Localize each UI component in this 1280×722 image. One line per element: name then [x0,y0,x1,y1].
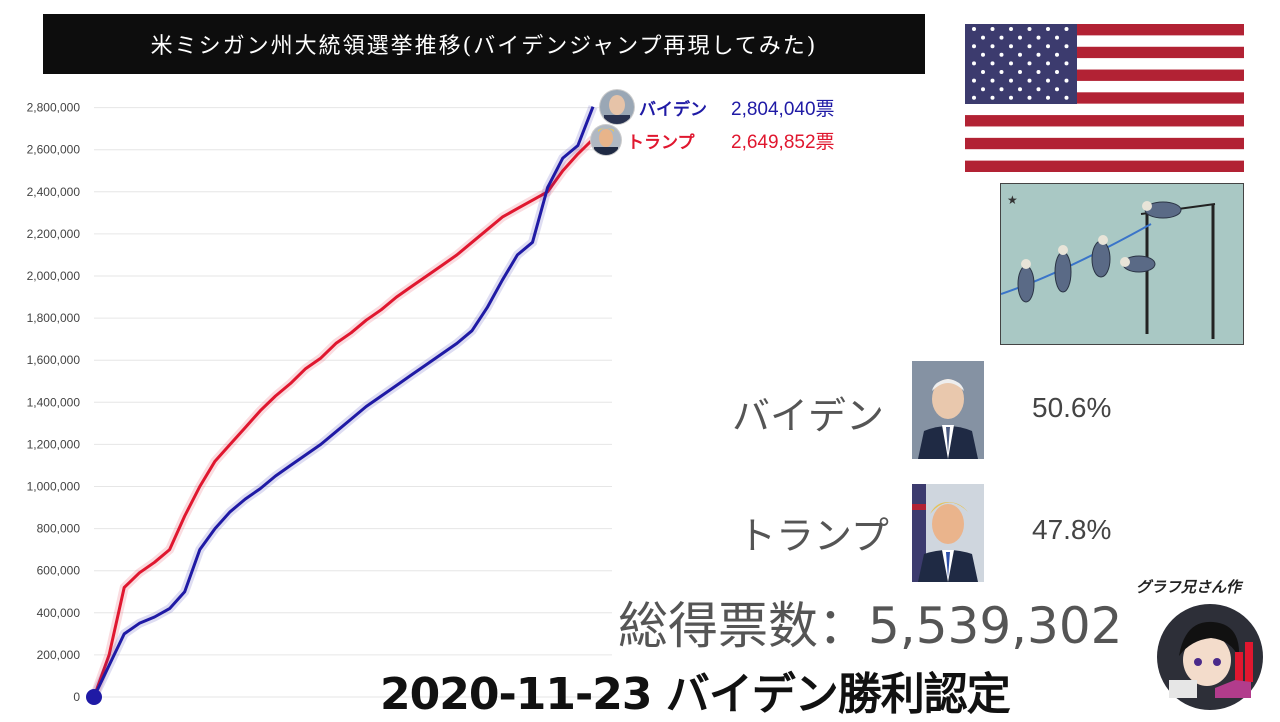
creator-avatar-icon [1157,604,1263,710]
biden-label: バイデン [732,394,885,438]
y-tick-label: 2,000,000 [27,269,81,283]
total-votes: 総得票数：5,539,302 [618,597,1123,655]
biden-end-value: 2,804,040票 [731,99,835,120]
y-tick-label: 1,400,000 [27,395,81,409]
trump-end-avatar [590,124,622,156]
svg-text:★: ★ [1007,193,1018,207]
y-tick-label: 2,800,000 [27,101,81,115]
trump-end-value: 2,649,852票 [731,132,835,153]
y-tick-label: 2,200,000 [27,227,81,241]
y-tick-label: 600,000 [37,564,81,578]
grid [94,107,612,698]
chart-title: 米ミシガン州大統領選挙推移(バイデンジャンプ再現してみた) [150,34,818,59]
series-lines [89,105,598,699]
creator-credit: グラフ兄さん作 [1136,578,1242,596]
y-tick-label: 400,000 [37,606,81,620]
y-tick-label: 1,800,000 [27,311,81,325]
y-tick-label: 1,200,000 [27,437,81,451]
y-tick-label: 800,000 [37,522,81,536]
series-line-biden [92,106,595,698]
trump-percentage: 47.8% [1032,514,1112,545]
trump-photo [912,484,984,582]
us-flag-icon [965,24,1244,172]
vote-chart: 0 200,000 400,000 600,000 800,000 1,000,000 1,… [27,89,835,705]
trump-end-name: トランプ [627,132,695,153]
title-bar: 米ミシガン州大統領選挙推移(バイデンジャンプ再現してみた) [43,14,925,74]
y-tick-label: 200,000 [37,648,81,662]
biden-percentage: 50.6% [1032,392,1112,423]
y-tick-label: 1,000,000 [27,480,81,494]
biden-end-name: バイデン [639,99,707,120]
series-line-trump [92,138,595,698]
start-dot [86,689,102,705]
trump-label: トランプ [738,514,889,558]
y-tick-label: 0 [73,690,80,704]
y-tick-label: 1,600,000 [27,353,81,367]
high-jump-cartoon: ★ [1000,183,1244,345]
biden-end-avatar [599,89,635,125]
y-tick-label: 2,400,000 [27,185,81,199]
y-tick-label: 2,600,000 [27,143,81,157]
y-axis: 0 200,000 400,000 600,000 800,000 1,000,000 1,… [27,101,81,704]
biden-photo [912,361,984,459]
footer-caption: 2020-11-23 バイデン勝利認定 [380,669,1011,720]
